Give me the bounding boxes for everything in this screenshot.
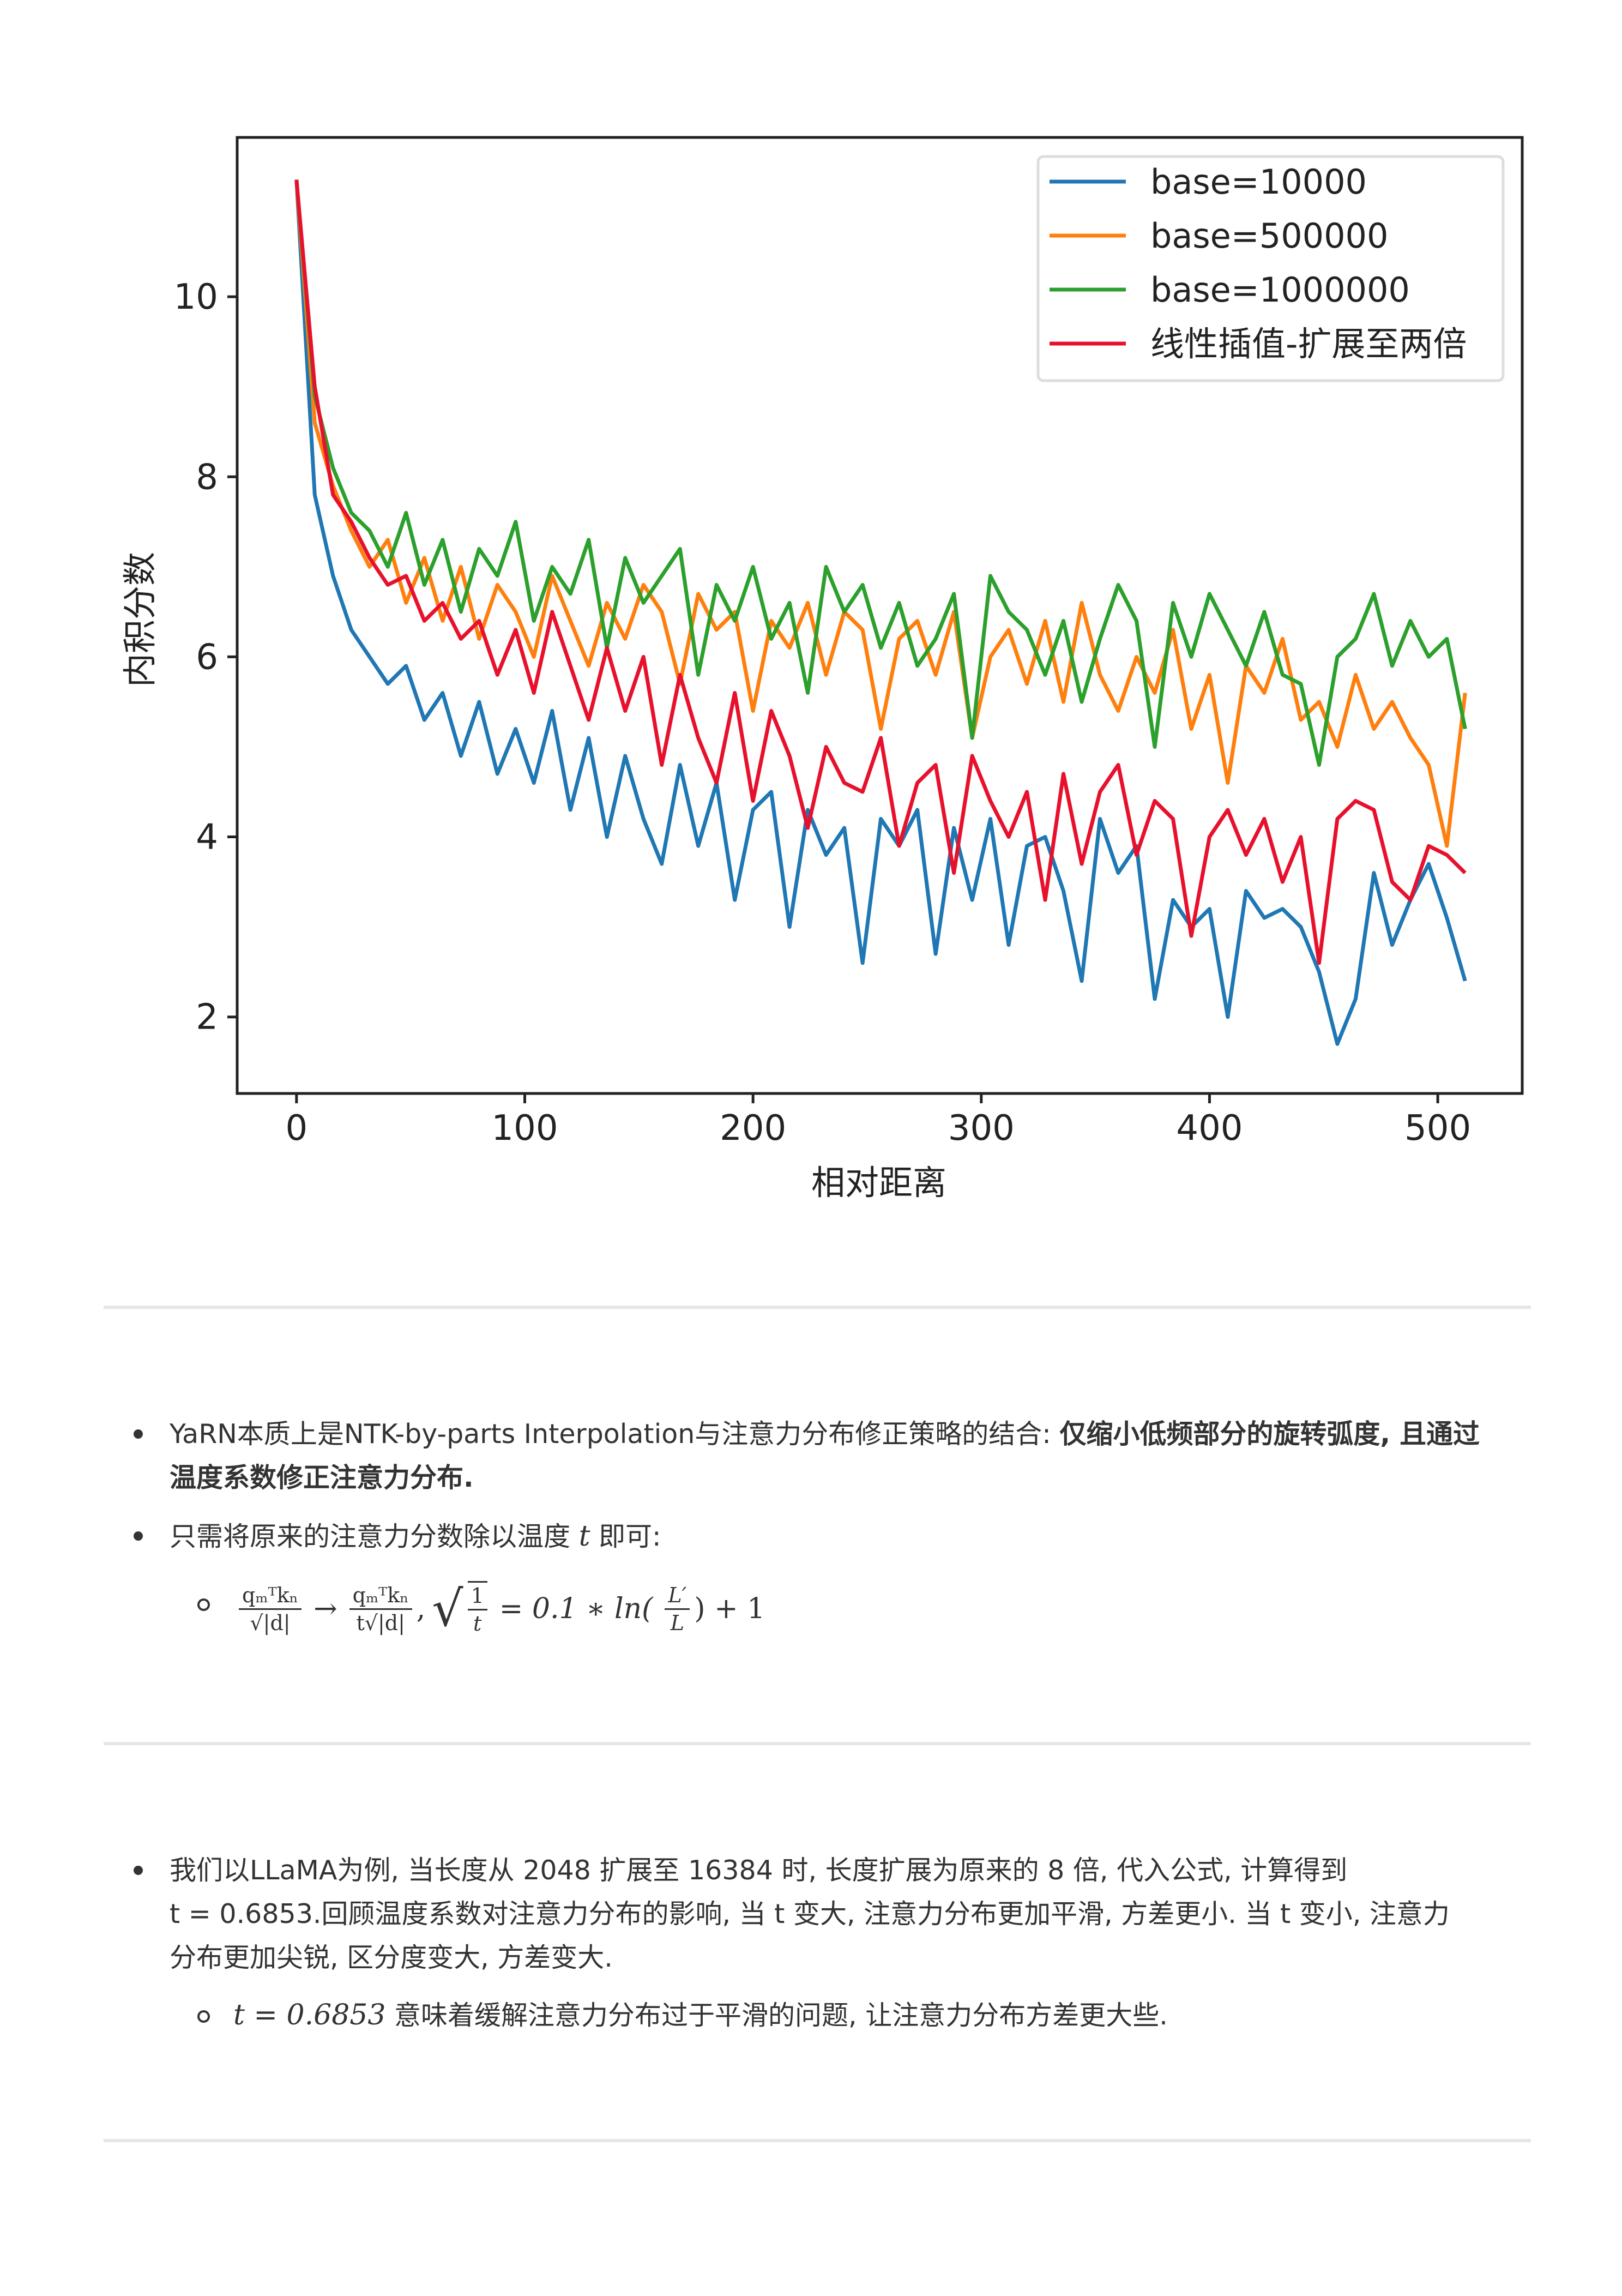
legend-label: 线性插值-扩展至两倍 [1150, 324, 1467, 364]
instruction-text: 只需将原来的注意力分数除以温度 [170, 1521, 579, 1552]
series-line-2 [294, 179, 1467, 767]
y-tick-label: 10 [174, 277, 218, 317]
bullet [134, 1531, 143, 1541]
y-tick-label: 6 [196, 637, 218, 677]
axis-ticks: 0 100 200 300 400 500 2 4 6 8 10 [174, 277, 1472, 1149]
yarn-summary-bold-2: 温度系数修正注意力分布. [170, 1462, 474, 1493]
x-axis-label: 相对距离 [811, 1163, 946, 1203]
instruction-text-end: 即可: [590, 1521, 661, 1552]
ratio-den: L [670, 1610, 684, 1635]
yarn-summary-text: YaRN本质上是NTK-by-parts Interpolation与注意力分布… [170, 1419, 1060, 1450]
sqrt-num: 1 [467, 1583, 487, 1610]
formula-den-2: t√|d| [356, 1610, 405, 1635]
x-tick-label: 400 [1176, 1108, 1243, 1149]
temperature-instruction: 只需将原来的注意力分数除以温度 t 即可: [170, 1514, 661, 1559]
series-line-1 [294, 179, 1467, 848]
arrow-icon: → [313, 1592, 337, 1625]
formula-tail: ) + 1 [694, 1592, 765, 1625]
yarn-summary-bold: 仅缩小低频部分的旋转弧度, 且通过 [1059, 1419, 1480, 1450]
divider [104, 1742, 1531, 1745]
x-tick-label: 300 [948, 1108, 1015, 1149]
attention-score-chart: 0 100 200 300 400 500 2 4 6 8 10 内积分数 相对距离 base=10… [120, 136, 1524, 1203]
math-t: t [578, 1520, 590, 1553]
y-tick-label: 2 [196, 997, 218, 1038]
math-t-value: t = 0.6853 [233, 1999, 386, 2031]
formula-den: √|d| [250, 1610, 291, 1635]
y-tick-label: 8 [196, 457, 218, 497]
x-tick-label: 200 [720, 1108, 786, 1149]
formula-comma: , [416, 1592, 426, 1625]
divider [104, 1306, 1531, 1309]
divider [104, 2139, 1531, 2142]
sqrt-den: t [473, 1612, 482, 1636]
bullet [134, 1429, 143, 1439]
llama-example: 我们以LLaMA为例, 当长度从 2048 扩展至 16384 时, 长度扩展为… [170, 1849, 1543, 1980]
formula-rhs: = 0.1 ∗ ln( [499, 1592, 653, 1625]
legend-label: base=500000 [1150, 216, 1388, 256]
x-tick-label: 100 [491, 1108, 558, 1149]
y-tick-label: 4 [196, 818, 218, 858]
bullet [134, 1866, 143, 1875]
ratio-num: L′ [665, 1582, 690, 1610]
llama-example-line-2: t = 0.6853.回顾温度系数对注意力分布的影响, 当 t 变大, 注意力分… [170, 1898, 1450, 1930]
plot-frame [236, 136, 1524, 1095]
formula-num-2: qₘᵀkₙ [349, 1582, 412, 1610]
x-tick-label: 500 [1404, 1108, 1471, 1149]
llama-example-line-1: 我们以LLaMA为例, 当长度从 2048 扩展至 16384 时, 长度扩展为… [170, 1855, 1348, 1886]
llama-example-line-3: 分布更加尖锐, 区分度变大, 方差变大. [170, 1942, 613, 1973]
series-line-0 [294, 179, 1467, 1046]
series-lines [294, 179, 1467, 1046]
t-meaning-text: 意味着缓解注意力分布过于平滑的问题, 让注意力分布方差更大些. [385, 2000, 1168, 2031]
legend-label: base=10000 [1150, 162, 1367, 202]
legend: base=10000 base=500000 base=1000000 线性插值-扩展… [1036, 155, 1505, 382]
formula-num: qₘᵀkₙ [239, 1582, 302, 1610]
t-meaning: t = 0.6853 意味着缓解注意力分布过于平滑的问题, 让注意力分布方差更大… [233, 1993, 1168, 2037]
yarn-summary: YaRN本质上是NTK-by-parts Interpolation与注意力分布… [170, 1413, 1543, 1500]
circle-bullet [197, 1598, 210, 1611]
series-line-3 [294, 179, 1467, 965]
x-tick-label: 0 [285, 1108, 307, 1149]
y-axis-label: 内积分数 [120, 552, 160, 687]
legend-label: base=1000000 [1150, 270, 1410, 310]
legend-box [1036, 155, 1505, 382]
circle-bullet [197, 2010, 210, 2023]
temperature-formula: qₘᵀkₙ √|d| → qₘᵀkₙ t√|d| , √ 1 t = 0.1 ∗ ln(… [234, 1571, 765, 1647]
